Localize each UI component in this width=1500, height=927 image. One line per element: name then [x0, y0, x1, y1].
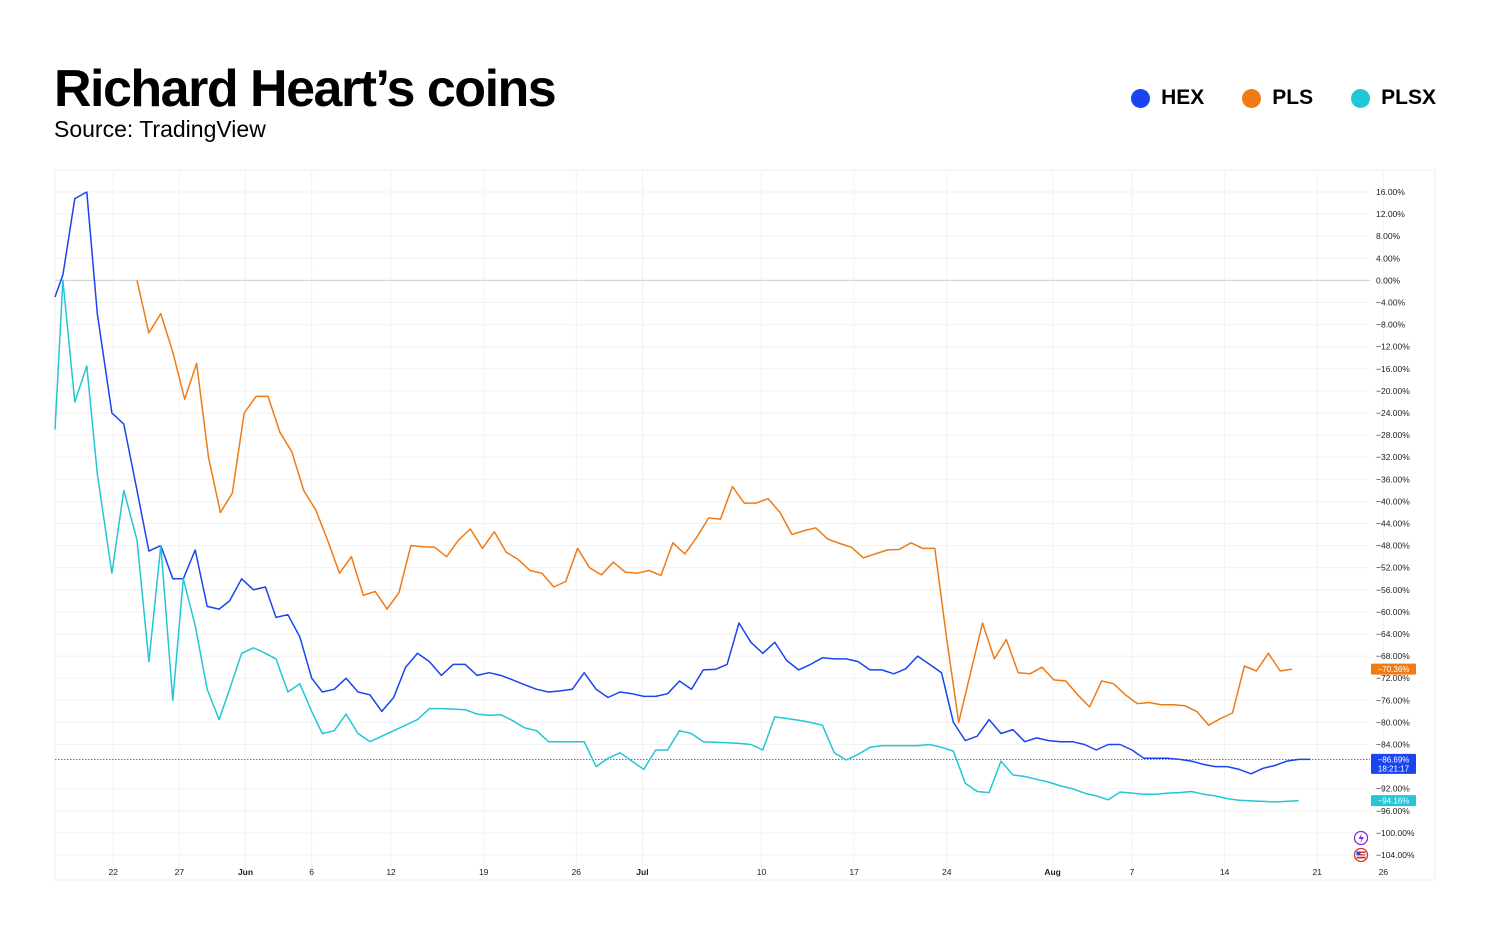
x-axis: 22 27 Jun 6 12 19 26 Jul 10 17 24 Aug 7 14 21 26	[108, 867, 1388, 877]
value-badge-pls	[1371, 663, 1416, 675]
y-tick-label: −32.00%	[1376, 452, 1410, 462]
x-tick-label: 24	[942, 867, 952, 877]
legend-item-plsx: PLSX	[1351, 86, 1436, 110]
axis-icons	[1353, 830, 1369, 863]
chart-title: Richard Heart’s coins	[54, 60, 557, 118]
flag-canton	[1356, 851, 1361, 855]
y-tick-label: −104.00%	[1376, 850, 1415, 860]
legend-label-hex: HEX	[1161, 86, 1205, 109]
y-tick-label: 4.00%	[1376, 253, 1401, 263]
x-tick-label: 26	[1379, 867, 1389, 877]
y-tick-label: −8.00%	[1376, 320, 1406, 330]
x-tick-label: 26	[572, 867, 582, 877]
y-tick-label: 8.00%	[1376, 231, 1401, 241]
x-tick-label: 6	[309, 867, 314, 877]
legend: HEX PLS PLSX	[1131, 86, 1436, 110]
x-tick-label: 10	[757, 867, 767, 877]
x-tick-label: 27	[175, 867, 185, 877]
y-tick-label: −68.00%	[1376, 651, 1410, 661]
legend-dot-hex	[1131, 88, 1151, 108]
legend-item-hex: HEX	[1131, 86, 1204, 110]
y-tick-label: −80.00%	[1376, 717, 1410, 727]
value-badge-label: −70.36%	[1378, 665, 1410, 674]
legend-label-pls: PLS	[1272, 86, 1314, 109]
y-tick-label: −40.00%	[1376, 496, 1410, 506]
flag-stripe	[1356, 855, 1366, 857]
series-line-pls	[136, 280, 1293, 726]
y-tick-label: −56.00%	[1376, 585, 1410, 595]
y-tick-label: −28.00%	[1376, 430, 1410, 440]
legend-dot-plsx	[1351, 88, 1371, 108]
series-lines	[54, 191, 1311, 803]
y-tick-label: −20.00%	[1376, 386, 1410, 396]
chart-frame	[54, 169, 1436, 881]
legend-dot-pls	[1242, 88, 1262, 108]
flag-icon-glyph	[1356, 851, 1366, 859]
x-tick-label: 14	[1220, 867, 1230, 877]
y-tick-label: −76.00%	[1376, 695, 1410, 705]
value-badges: −86.69%18:21:17 −70.36% −94.16%	[1371, 663, 1416, 807]
value-badge-timer: 18:21:17	[1378, 764, 1410, 773]
lightning-icon-glyph	[1358, 833, 1364, 844]
y-tick-label: −72.00%	[1376, 673, 1410, 683]
x-tick-label: 12	[386, 867, 396, 877]
value-badge-label: −94.16%	[1378, 797, 1410, 806]
y-tick-label: −60.00%	[1376, 607, 1410, 617]
value-badge-plsx	[1371, 795, 1416, 807]
y-tick-label: −84.00%	[1376, 740, 1410, 750]
value-badge-label: −86.69%	[1378, 755, 1410, 764]
y-tick-label: −48.00%	[1376, 541, 1410, 551]
chart-source: Source: TradingView	[54, 116, 266, 142]
series-line-plsx	[54, 279, 1299, 803]
x-tick-label: 22	[108, 867, 118, 877]
value-badge-hex	[1371, 753, 1416, 774]
y-tick-label: −12.00%	[1376, 342, 1410, 352]
series-line-hex	[54, 191, 1311, 775]
x-tick-label: 21	[1312, 867, 1322, 877]
y-tick-label: −4.00%	[1376, 298, 1406, 308]
y-tick-label: −36.00%	[1376, 474, 1410, 484]
y-tick-label: −100.00%	[1376, 828, 1415, 838]
legend-item-pls: PLS	[1242, 86, 1313, 110]
y-tick-label: −24.00%	[1376, 408, 1410, 418]
legend-label-plsx: PLSX	[1381, 86, 1436, 109]
y-tick-label: 16.00%	[1376, 187, 1405, 197]
y-tick-label: −64.00%	[1376, 629, 1410, 639]
x-tick-label: Aug	[1044, 867, 1061, 877]
y-axis: 16.00% 12.00% 8.00% 4.00% 0.00% −4.00% −8.00% −…	[1376, 187, 1415, 860]
flag-stripe	[1356, 853, 1366, 855]
x-tick-label: Jun	[238, 867, 253, 877]
y-tick-label: 0.00%	[1376, 275, 1401, 285]
x-tick-label: 7	[1130, 867, 1135, 877]
grid	[55, 172, 1384, 878]
y-tick-label: −16.00%	[1376, 364, 1410, 374]
x-tick-label: 19	[479, 867, 489, 877]
x-tick-label: Jul	[636, 867, 648, 877]
y-tick-label: −52.00%	[1376, 563, 1410, 573]
x-tick-label: 17	[849, 867, 859, 877]
y-tick-label: −92.00%	[1376, 784, 1410, 794]
y-tick-label: −96.00%	[1376, 806, 1410, 816]
y-tick-label: −44.00%	[1376, 519, 1410, 529]
y-tick-label: 12.00%	[1376, 209, 1405, 219]
